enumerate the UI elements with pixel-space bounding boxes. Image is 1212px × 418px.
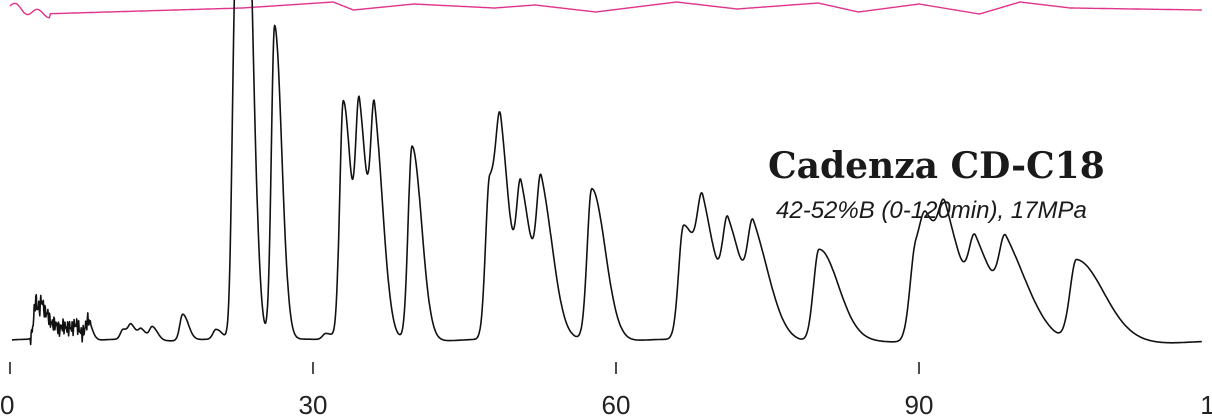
x-tick-label-120: 120 [1200,390,1212,418]
peak-30 [701,246,705,250]
peak-22 [373,145,377,149]
peak-25 [499,213,503,217]
x-tick-label-0: 0 [0,390,14,418]
peak-27 [539,204,543,208]
x-axis: 0 30 60 90 120 [0,362,1212,418]
peak-16 [239,33,243,37]
x-tick-label-60: 60 [602,390,631,418]
peak-38 [1004,266,1008,270]
chart-subtitle: 42-52%B (0-120min), 17MPa [776,197,1087,224]
x-tick-label-90: 90 [905,390,934,418]
peak-37 [974,266,978,270]
chromatogram-line [11,0,1203,346]
overlay-trace-group [9,1,1202,19]
peak-32 [751,249,755,253]
chromatogram-trace-group [11,0,1203,346]
x-tick-label-30: 30 [299,390,328,418]
peak-36 [943,269,947,273]
chart-title: Cadenza CD-C18 [768,145,1105,187]
peak-17 [246,40,250,44]
overlay-line [9,1,1202,19]
peak-35 [924,292,928,296]
peak-26 [519,207,523,211]
peak-31 [726,243,730,247]
peak-21 [358,131,362,135]
